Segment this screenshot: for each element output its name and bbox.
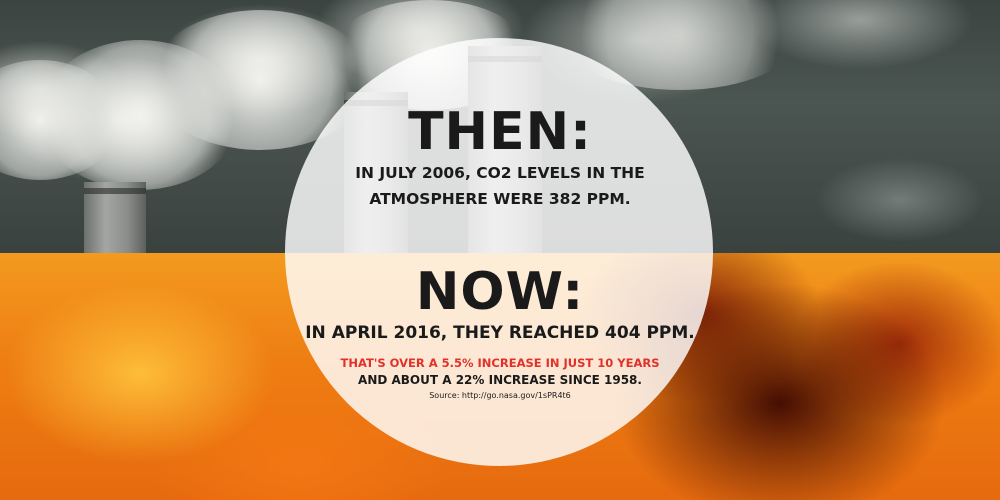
source-citation: Source: http://go.nasa.gov/1sPR4t6: [429, 391, 571, 400]
now-heading: NOW:: [415, 262, 585, 322]
info-circle: [285, 38, 713, 466]
then-text-line: IN JULY 2006, CO2 LEVELS IN THE: [355, 164, 645, 182]
now-text-line: IN APRIL 2016, THEY REACHED 404 PPM.: [305, 323, 695, 343]
increase-since-1958: AND ABOUT A 22% INCREASE SINCE 1958.: [358, 373, 642, 387]
then-text-line: ATMOSPHERE WERE 382 PPM.: [369, 190, 631, 208]
then-heading: THEN:: [408, 102, 592, 162]
smokestack: [84, 182, 146, 253]
increase-highlight: THAT'S OVER A 5.5% INCREASE IN JUST 10 Y…: [340, 356, 660, 370]
